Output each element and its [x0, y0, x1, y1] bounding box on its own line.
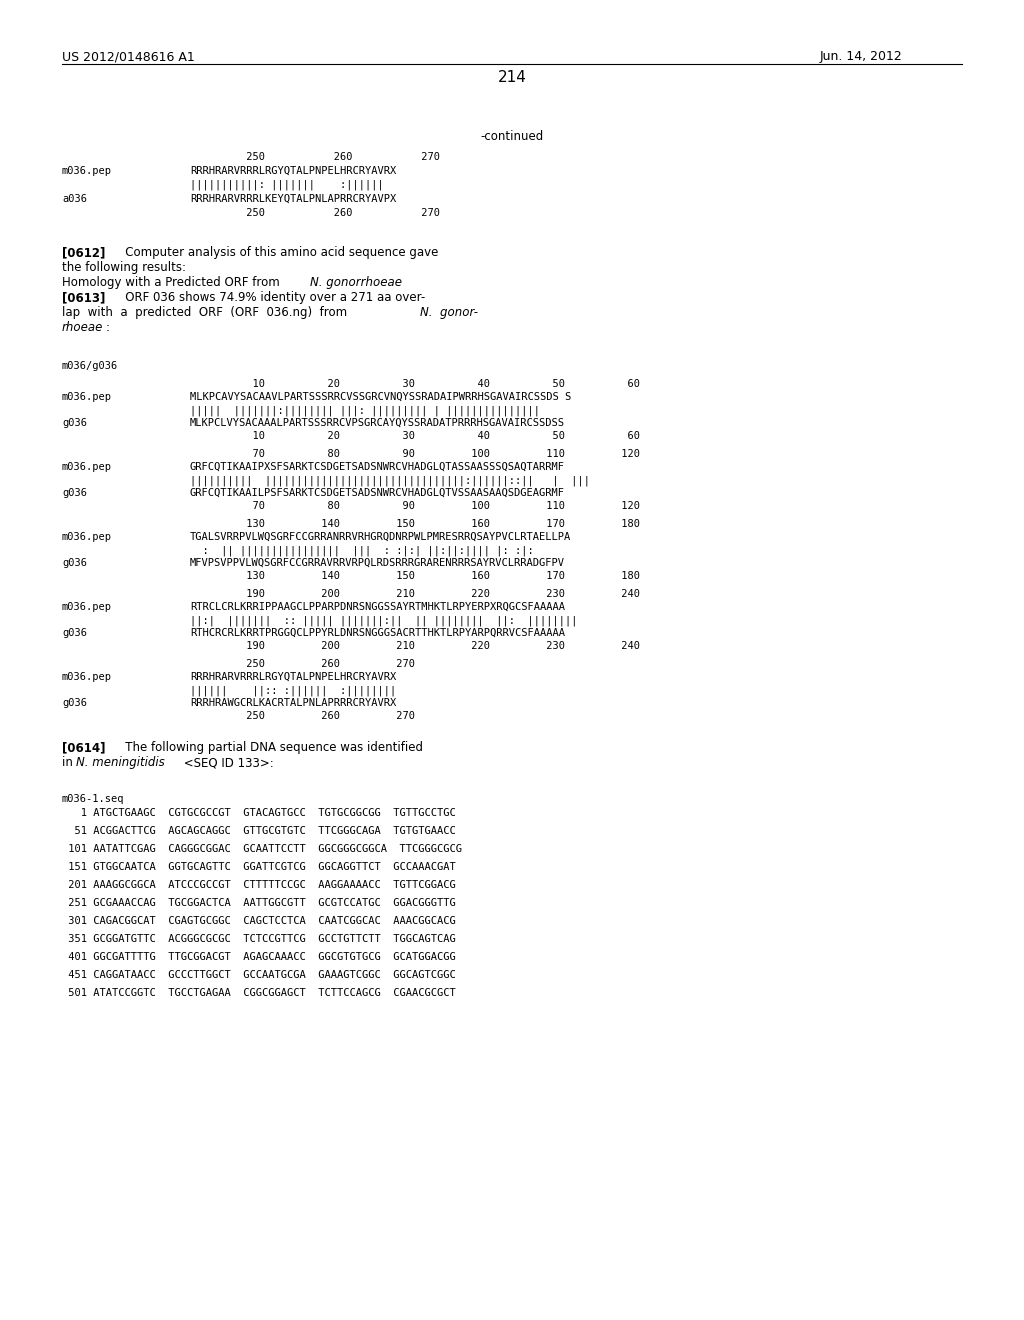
- Text: |||||||||||: |||||||    :||||||: |||||||||||: ||||||| :||||||: [190, 180, 384, 190]
- Text: 1 ATGCTGAAGC  CGTGCGCCGT  GTACAGTGCC  TGTGCGGCGG  TGTTGCCTGC: 1 ATGCTGAAGC CGTGCGCCGT GTACAGTGCC TGTGC…: [62, 808, 456, 818]
- Text: 250         260         270: 250 260 270: [190, 711, 415, 721]
- Text: g036: g036: [62, 418, 87, 428]
- Text: 10          20          30          40          50          60: 10 20 30 40 50 60: [190, 432, 640, 441]
- Text: RRRHRARVRRRLKEYQTALPNLAPRRCRYAVPX: RRRHRARVRRRLKEYQTALPNLAPRRCRYAVPX: [190, 194, 396, 205]
- Text: 401 GGCGATTTTG  TTGCGGACGT  AGAGCAAACC  GGCGTGTGCG  GCATGGACGG: 401 GGCGATTTTG TTGCGGACGT AGAGCAAACC GGC…: [62, 952, 456, 962]
- Text: 151 GTGGCAATCA  GGTGCAGTTC  GGATTCGTCG  GGCAGGTTCT  GCCAAACGAT: 151 GTGGCAATCA GGTGCAGTTC GGATTCGTCG GGC…: [62, 862, 456, 873]
- Text: m036.pep: m036.pep: [62, 462, 112, 473]
- Text: 201 AAAGGCGGCA  ATCCCGCCGT  CTTTTTCCGC  AAGGAAAACC  TGTTCGGACG: 201 AAAGGCGGCA ATCCCGCCGT CTTTTTCCGC AAG…: [62, 880, 456, 890]
- Text: MFVPSVPPVLWQSGRFCCGRRAVRRVRPQLRDSRRRGRARENRRRSAYRVCLRRADGFPV: MFVPSVPPVLWQSGRFCCGRRAVRRVRPQLRDSRRRGRAR…: [190, 558, 565, 568]
- Text: RTHCRCRLKRRTPRGGQCLPPYRLDNRSNGGGSACRTTHKTLRPYARPQRRVCSFAAAAA: RTHCRCRLKRRTPRGGQCLPPYRLDNRSNGGGSACRTTHK…: [190, 628, 565, 638]
- Text: ||||||    ||:: :||||||  :||||||||: |||||| ||:: :|||||| :||||||||: [190, 685, 396, 696]
- Text: 251 GCGAAACCAG  TGCGGACTCA  AATTGGCGTT  GCGTCCATGC  GGACGGGTTG: 251 GCGAAACCAG TGCGGACTCA AATTGGCGTT GCG…: [62, 898, 456, 908]
- Text: 214: 214: [498, 70, 526, 84]
- Text: 451 CAGGATAACC  GCCCTTGGCT  GCCAATGCGA  GAAAGTCGGC  GGCAGTCGGC: 451 CAGGATAACC GCCCTTGGCT GCCAATGCGA GAA…: [62, 970, 456, 979]
- Text: MLKPCLVYSACAAALPARTSSSRRCVPSGRCAYQYSSRADATPRRRHSGAVAIRCSSDSS: MLKPCLVYSACAAALPARTSSSRRCVPSGRCAYQYSSRAD…: [190, 418, 565, 428]
- Text: N. meningitidis: N. meningitidis: [76, 756, 165, 770]
- Text: m036-1.seq: m036-1.seq: [62, 795, 125, 804]
- Text: 10          20          30          40          50          60: 10 20 30 40 50 60: [190, 379, 640, 389]
- Text: g036: g036: [62, 558, 87, 568]
- Text: m036.pep: m036.pep: [62, 166, 112, 176]
- Text: :: :: [106, 321, 110, 334]
- Text: 250         260         270: 250 260 270: [190, 659, 415, 669]
- Text: TGALSVRRPVLWQSGRFCCGRRANRRVRHGRQDNRPWLPMRESRRQSAYPVCLRTAELLPA: TGALSVRRPVLWQSGRFCCGRRANRRVRHGRQDNRPWLPM…: [190, 532, 571, 543]
- Text: RRRHRARVRRRLRGYQTALPNPELHRCRYAVRX: RRRHRARVRRRLRGYQTALPNPELHRCRYAVRX: [190, 166, 396, 176]
- Text: RRRHRARVRRRLRGYQTALPNPELHRCRYAVRX: RRRHRARVRRRLRGYQTALPNPELHRCRYAVRX: [190, 672, 396, 682]
- Text: g036: g036: [62, 488, 87, 498]
- Text: 130         140         150         160         170         180: 130 140 150 160 170 180: [190, 572, 640, 581]
- Text: GRFCQTIKAAILPSFSARKTCSDGETSADSNWRCVHADGLQTVSSAASAAQSDGEAGRMF: GRFCQTIKAAILPSFSARKTCSDGETSADSNWRCVHADGL…: [190, 488, 565, 498]
- Text: g036: g036: [62, 698, 87, 708]
- Text: 101 AATATTCGAG  CAGGGCGGAC  GCAATTCCTT  GGCGGGCGGCA  TTCGGGCGCG: 101 AATATTCGAG CAGGGCGGAC GCAATTCCTT GGC…: [62, 843, 462, 854]
- Text: Homology with a Predicted ORF from: Homology with a Predicted ORF from: [62, 276, 284, 289]
- Text: m036.pep: m036.pep: [62, 392, 112, 403]
- Text: [0613]: [0613]: [62, 290, 105, 304]
- Text: [0614]: [0614]: [62, 741, 105, 754]
- Text: 190         200         210         220         230         240: 190 200 210 220 230 240: [190, 589, 640, 599]
- Text: the following results:: the following results:: [62, 261, 186, 275]
- Text: a036: a036: [62, 194, 87, 205]
- Text: 51 ACGGACTTCG  AGCAGCAGGC  GTTGCGTGTC  TTCGGGCAGA  TGTGTGAACC: 51 ACGGACTTCG AGCAGCAGGC GTTGCGTGTC TTCG…: [62, 826, 456, 836]
- Text: 190         200         210         220         230         240: 190 200 210 220 230 240: [190, 642, 640, 651]
- Text: 250           260           270: 250 260 270: [190, 152, 440, 162]
- Text: <SEQ ID 133>:: <SEQ ID 133>:: [180, 756, 273, 770]
- Text: lap  with  a  predicted  ORF  (ORF  036.ng)  from: lap with a predicted ORF (ORF 036.ng) fr…: [62, 306, 354, 319]
- Text: 70          80          90         100         110         120: 70 80 90 100 110 120: [190, 502, 640, 511]
- Text: m036.pep: m036.pep: [62, 602, 112, 612]
- Text: MLKPCAVYSACAAVLPARTSSSRRCVSSGRCVNQYSSRADAIPWRRHSGAVAIRCSSDS S: MLKPCAVYSACAAVLPARTSSSRRCVSSGRCVNQYSSRAD…: [190, 392, 571, 403]
- Text: rhoeae: rhoeae: [62, 321, 103, 334]
- Text: ||||||||||  ||||||||||||||||||||||||||||||||:||||||::||   |  |||: |||||||||| |||||||||||||||||||||||||||||…: [190, 475, 590, 486]
- Text: m036.pep: m036.pep: [62, 672, 112, 682]
- Text: 301 CAGACGGCAT  CGAGTGCGGC  CAGCTCCTCA  CAATCGGCAC  AAACGGCACG: 301 CAGACGGCAT CGAGTGCGGC CAGCTCCTCA CAA…: [62, 916, 456, 927]
- Text: ||:|  |||||||  :: ||||| |||||||:||  || ||||||||  ||:  ||||||||: ||:| ||||||| :: ||||| |||||||:|| || ||||…: [190, 615, 578, 626]
- Text: m036/g036: m036/g036: [62, 360, 118, 371]
- Text: 130         140         150         160         170         180: 130 140 150 160 170 180: [190, 519, 640, 529]
- Text: -continued: -continued: [480, 129, 544, 143]
- Text: [0612]: [0612]: [62, 246, 105, 259]
- Text: Computer analysis of this amino acid sequence gave: Computer analysis of this amino acid seq…: [114, 246, 438, 259]
- Text: N.  gonor-: N. gonor-: [420, 306, 478, 319]
- Text: ORF 036 shows 74.9% identity over a 271 aa over-: ORF 036 shows 74.9% identity over a 271 …: [114, 290, 425, 304]
- Text: N. gonorrhoeae: N. gonorrhoeae: [310, 276, 402, 289]
- Text: The following partial DNA sequence was identified: The following partial DNA sequence was i…: [114, 741, 423, 754]
- Text: RTRCLCRLKRRIPPAAGCLPPARPDNRSNGGSSAYRTMHKTLRPYERPXRQGCSFAAAAA: RTRCLCRLKRRIPPAAGCLPPARPDNRSNGGSSAYRTMHK…: [190, 602, 565, 612]
- Text: 250           260           270: 250 260 270: [190, 209, 440, 218]
- Text: 70          80          90         100         110         120: 70 80 90 100 110 120: [190, 449, 640, 459]
- Text: m036.pep: m036.pep: [62, 532, 112, 543]
- Text: |||||  |||||||:|||||||| |||: ||||||||| | |||||||||||||||: ||||| |||||||:|||||||| |||: ||||||||| | …: [190, 405, 540, 416]
- Text: GRFCQTIKAAIPXSFSARKTCSDGETSADSNWRCVHADGLQTASSAASSSQSAQTARRMF: GRFCQTIKAAIPXSFSARKTCSDGETSADSNWRCVHADGL…: [190, 462, 565, 473]
- Text: :  || ||||||||||||||||  |||  : :|:| ||:||:|||| |: :|:: : || |||||||||||||||| ||| : :|:| ||:||:|…: [190, 545, 534, 556]
- Text: 501 ATATCCGGTC  TGCCTGAGAA  CGGCGGAGCT  TCTTCCAGCG  CGAACGCGCT: 501 ATATCCGGTC TGCCTGAGAA CGGCGGAGCT TCT…: [62, 987, 456, 998]
- Text: in: in: [62, 756, 77, 770]
- Text: US 2012/0148616 A1: US 2012/0148616 A1: [62, 50, 195, 63]
- Text: 351 GCGGATGTTC  ACGGGCGCGC  TCTCCGTTCG  GCCTGTTCTT  TGGCAGTCAG: 351 GCGGATGTTC ACGGGCGCGC TCTCCGTTCG GCC…: [62, 935, 456, 944]
- Text: RRRHRAWGCRLKACRTALPNLAPRRRCRYAVRX: RRRHRAWGCRLKACRTALPNLAPRRRCRYAVRX: [190, 698, 396, 708]
- Text: Jun. 14, 2012: Jun. 14, 2012: [820, 50, 903, 63]
- Text: g036: g036: [62, 628, 87, 638]
